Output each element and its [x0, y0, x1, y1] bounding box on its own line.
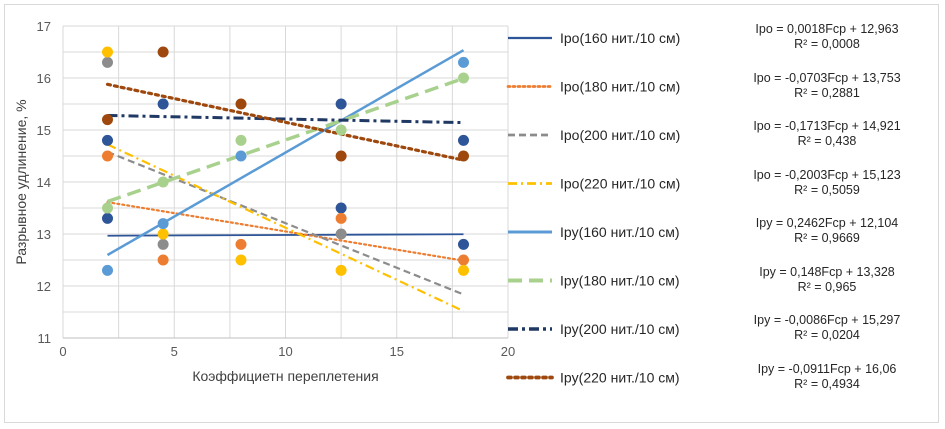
equation-text: Ipo = -0,0703Fcp + 13,753 [753, 70, 901, 85]
trendline [107, 113, 464, 125]
trendline-equation: Ipy = -0,0911Fcp + 16,06 R² = 0,4934 [712, 362, 942, 392]
legend-entry-label: Ipo(200 нит./10 см) [560, 127, 680, 143]
r-squared-text: R² = 0,9669 [794, 231, 860, 245]
data-point [157, 254, 169, 266]
r-squared-text: R² = 0,0008 [794, 37, 860, 51]
x-tick-label: 10 [278, 344, 292, 359]
trendline-equation: Ipo = -0,2003Fcp + 15,123 R² = 0,5059 [712, 168, 942, 198]
data-point [458, 150, 469, 162]
trendline [106, 201, 465, 262]
data-point [458, 134, 469, 146]
data-point [458, 72, 469, 84]
data-point [335, 212, 347, 224]
data-point [335, 124, 347, 136]
data-point [458, 238, 469, 250]
r-squared-text: R² = 0,438 [797, 134, 857, 148]
r-squared-text: R² = 0,965 [797, 279, 857, 294]
legend-entry-label: Ipy(180 нит./10 см) [560, 273, 680, 289]
data-point [102, 212, 113, 224]
legend-entry-label: Ipy(160 нит./10 см) [560, 224, 680, 240]
equation-text: Ipy = -0,0911Fcp + 16,06 [757, 361, 897, 376]
data-point [102, 264, 113, 276]
data-point [102, 56, 113, 68]
y-axis-title: Разрывное удлинение, % [13, 99, 29, 264]
equation-text: Ipo = -0,1713Fcp + 14,921 [753, 119, 901, 133]
legend-entry-label: Ipy(200 нит./10 см) [560, 321, 680, 337]
equation-text: Ipy = 0,148Fcp + 13,328 [759, 264, 895, 279]
trendline [105, 82, 466, 162]
equation-text: Ipy = 0,2462Fcp + 12,104 [755, 216, 899, 230]
y-tick-label: 15 [37, 123, 51, 138]
data-point [335, 264, 347, 276]
r-squared-text: R² = 0,0204 [794, 328, 860, 342]
data-point [102, 134, 113, 146]
data-point [102, 114, 113, 126]
data-point [157, 228, 169, 240]
equation-text: Ipy = -0,0086Fcp + 15,297 [753, 313, 901, 327]
data-point [335, 202, 347, 214]
data-point [458, 264, 469, 276]
equation-text: Ipo = 0,0018Fcp + 12,963 [755, 22, 899, 36]
x-tick-label: 20 [501, 344, 515, 359]
data-point [102, 46, 113, 58]
r-squared-text: R² = 0,2881 [794, 85, 860, 100]
y-tick-label: 14 [37, 175, 51, 190]
data-point [235, 134, 247, 146]
data-point [235, 238, 247, 250]
x-tick-label: 15 [390, 344, 404, 359]
data-point [157, 238, 169, 250]
data-point [157, 98, 169, 110]
y-tick-label: 13 [37, 227, 51, 242]
data-point [102, 202, 113, 214]
data-point [335, 228, 347, 240]
trendline-equation: Ipy = 0,148Fcp + 13,328 R² = 0,965 [712, 265, 942, 295]
trendline-equation: Ipo = 0,0018Fcp + 12,963 R² = 0,0008 [712, 22, 942, 52]
r-squared-text: R² = 0,5059 [794, 182, 860, 197]
data-point [335, 150, 347, 162]
y-tick-label: 12 [37, 279, 51, 294]
y-tick-label: 16 [37, 71, 51, 86]
trendline-equation: Ipo = -0,1713Fcp + 14,921 R² = 0,438 [712, 119, 942, 149]
equation-text: Ipo = -0,2003Fcp + 15,123 [753, 167, 901, 182]
trendline-equation: Ipy = -0,0086Fcp + 15,297 R² = 0,0204 [712, 313, 942, 343]
trendline [107, 150, 464, 296]
y-tick-label: 17 [37, 19, 51, 34]
legend-entry-label: Ipo(180 нит./10 см) [560, 79, 680, 95]
data-point [235, 98, 247, 110]
legend-entry-label: Ipo(160 нит./10 см) [560, 30, 680, 46]
data-point [157, 46, 169, 58]
x-tick-label: 5 [171, 344, 178, 359]
data-point [335, 98, 347, 110]
data-point [157, 176, 169, 188]
x-tick-label: 0 [59, 344, 66, 359]
data-point [235, 254, 247, 266]
data-point [458, 56, 469, 68]
data-point [458, 254, 469, 266]
x-axis-title: Коэффициетн переплетения [192, 368, 378, 384]
trendline [107, 143, 464, 313]
data-point [235, 150, 247, 162]
data-point [157, 218, 169, 230]
trendline-equation: Ipo = -0,0703Fcp + 13,753 R² = 0,2881 [712, 71, 942, 101]
chart-frame [4, 4, 939, 423]
y-tick-label: 11 [38, 331, 52, 346]
data-point [102, 150, 113, 162]
legend-entry-label: Ipy(220 нит./10 см) [560, 370, 680, 386]
legend-entry-label: Ipo(220 нит./10 см) [560, 176, 680, 192]
trendline-equation: Ipy = 0,2462Fcp + 12,104 R² = 0,9669 [712, 216, 942, 246]
r-squared-text: R² = 0,4934 [794, 376, 860, 391]
